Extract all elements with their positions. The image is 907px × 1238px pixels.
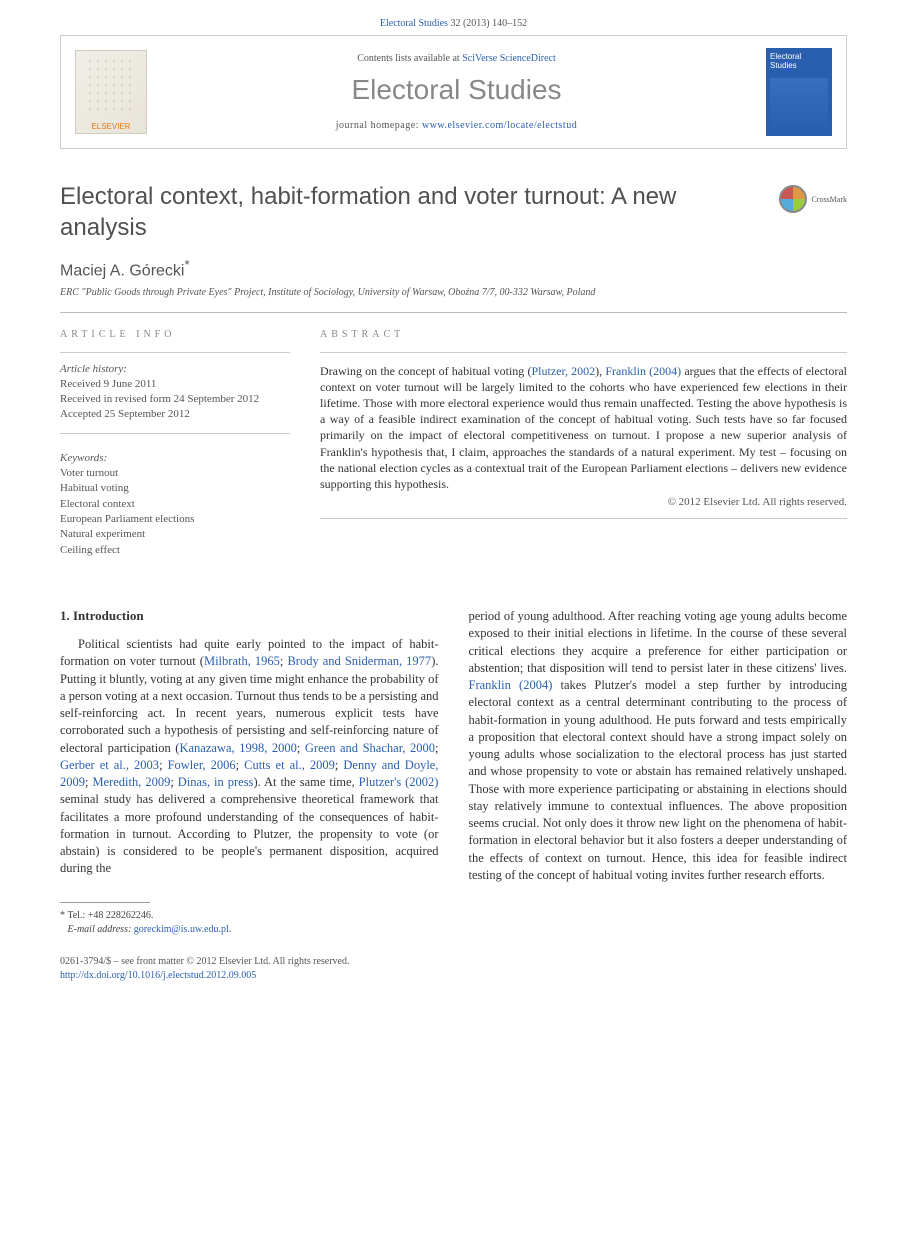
citation-link[interactable]: Brody and Sniderman, 1977 [287, 654, 431, 668]
body-column-right: period of young adulthood. After reachin… [469, 608, 848, 937]
page-footer: 0261-3794/$ – see front matter © 2012 El… [60, 955, 847, 983]
running-head: Electoral Studies 32 (2013) 140–152 [0, 0, 907, 35]
cover-title: Electoral Studies [770, 52, 828, 70]
citation-link[interactable]: Kanazawa, 1998, 2000 [179, 741, 296, 755]
contents-list-line: Contents lists available at SciVerse Sci… [161, 53, 752, 64]
journal-homepage-line: journal homepage: www.elsevier.com/locat… [161, 120, 752, 131]
citation-link[interactable]: Franklin (2004) [469, 678, 553, 692]
history-label: Article history: [60, 363, 290, 375]
keyword: Ceiling effect [60, 543, 290, 558]
citation-link[interactable]: Franklin (2004) [605, 364, 681, 378]
journal-info-box: ELSEVIER Contents lists available at Sci… [60, 35, 847, 149]
email-link[interactable]: goreckim@is.uw.edu.pl [134, 924, 229, 935]
elsevier-logo: ELSEVIER [75, 50, 147, 134]
keyword: Voter turnout [60, 466, 290, 481]
citation-link[interactable]: Fowler, 2006 [168, 758, 236, 772]
homepage-link[interactable]: www.elsevier.com/locate/electstud [422, 120, 577, 131]
citation-link[interactable]: Cutts et al., 2009 [244, 758, 335, 772]
divider [60, 433, 290, 434]
journal-info-center: Contents lists available at SciVerse Sci… [161, 53, 752, 131]
doi-link[interactable]: http://dx.doi.org/10.1016/j.electstud.20… [60, 970, 256, 981]
divider [60, 312, 847, 313]
citation-link[interactable]: Plutzer, 2002 [531, 364, 595, 378]
history-revised: Received in revised form 24 September 20… [60, 392, 290, 407]
body-paragraph: Political scientists had quite early poi… [60, 636, 439, 878]
divider [60, 352, 290, 353]
body-column-left: 1. Introduction Political scientists had… [60, 608, 439, 937]
publisher-name: ELSEVIER [91, 122, 130, 131]
abstract-text: Drawing on the concept of habitual votin… [320, 363, 847, 493]
section-heading: 1. Introduction [60, 608, 439, 624]
crossmark-badge[interactable]: CrossMark [779, 185, 847, 213]
meta-section: ARTICLE INFO Article history: Received 9… [60, 329, 847, 559]
journal-name: Electoral Studies [161, 74, 752, 106]
tel-number: +48 228262246. [88, 910, 154, 921]
abstract-column: ABSTRACT Drawing on the concept of habit… [320, 329, 847, 559]
issn-line: 0261-3794/$ – see front matter © 2012 El… [60, 955, 847, 969]
body-paragraph: period of young adulthood. After reachin… [469, 608, 848, 884]
author-name: Maciej A. Górecki [60, 263, 184, 280]
crossmark-label: CrossMark [811, 195, 847, 204]
article-info-column: ARTICLE INFO Article history: Received 9… [60, 329, 290, 559]
citation-link[interactable]: Plutzer's (2002) [359, 775, 439, 789]
article-info-heading: ARTICLE INFO [60, 329, 290, 340]
sciencedirect-link[interactable]: SciVerse ScienceDirect [462, 53, 556, 64]
keyword: European Parliament elections [60, 512, 290, 527]
divider [320, 518, 847, 519]
keyword: Habitual voting [60, 481, 290, 496]
keywords-label: Keywords: [60, 452, 290, 464]
abstract-heading: ABSTRACT [320, 329, 847, 340]
running-head-journal-link[interactable]: Electoral Studies [380, 18, 448, 29]
history-received: Received 9 June 2011 [60, 377, 290, 392]
contents-label: Contents lists available at [357, 53, 462, 64]
author-line: Maciej A. Górecki* [60, 257, 847, 280]
footnote-separator [60, 902, 150, 903]
keyword: Electoral context [60, 497, 290, 512]
author-marker: * [184, 257, 189, 272]
tel-label: * Tel.: [60, 910, 88, 921]
journal-cover-thumbnail: Electoral Studies [766, 48, 832, 136]
copyright-line: © 2012 Elsevier Ltd. All rights reserved… [320, 496, 847, 508]
body-columns: 1. Introduction Political scientists had… [60, 608, 847, 937]
keyword: Natural experiment [60, 527, 290, 542]
citation-link[interactable]: Milbrath, 1965 [204, 654, 280, 668]
citation-link[interactable]: Dinas, in press [178, 775, 254, 789]
cover-image [770, 78, 828, 132]
email-label: E-mail address: [68, 924, 132, 935]
affiliation: ERC "Public Goods through Private Eyes" … [60, 287, 847, 298]
running-head-citation: 32 (2013) 140–152 [448, 18, 527, 29]
homepage-label: journal homepage: [336, 120, 422, 131]
history-accepted: Accepted 25 September 2012 [60, 407, 290, 422]
crossmark-icon [779, 185, 807, 213]
divider [320, 352, 847, 353]
citation-link[interactable]: Green and Shachar, 2000 [305, 741, 435, 755]
article-title: Electoral context, habit-formation and v… [60, 181, 740, 243]
email-suffix: . [229, 924, 232, 935]
citation-link[interactable]: Gerber et al., 2003 [60, 758, 159, 772]
corresponding-author-footnote: * Tel.: +48 228262246. E-mail address: g… [60, 909, 439, 937]
citation-link[interactable]: Meredith, 2009 [92, 775, 170, 789]
